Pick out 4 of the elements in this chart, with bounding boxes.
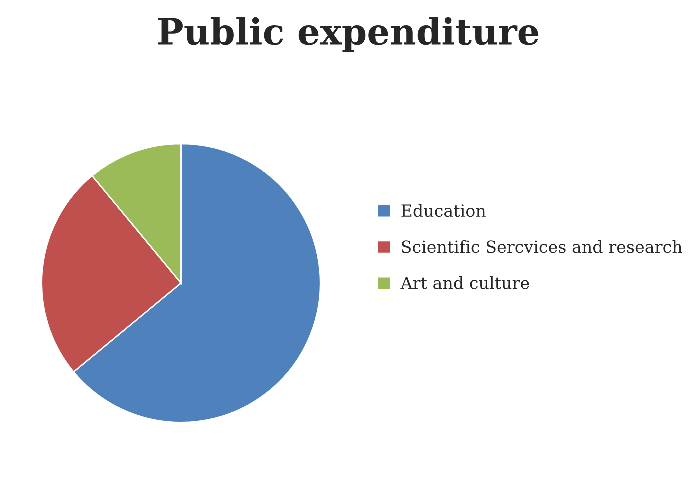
legend-label: Scientific Sercvices and research <box>402 240 682 254</box>
chart-title: Public expenditure <box>158 17 539 52</box>
legend-label: Art and culture <box>400 276 530 290</box>
legend-label: Education <box>402 204 486 218</box>
